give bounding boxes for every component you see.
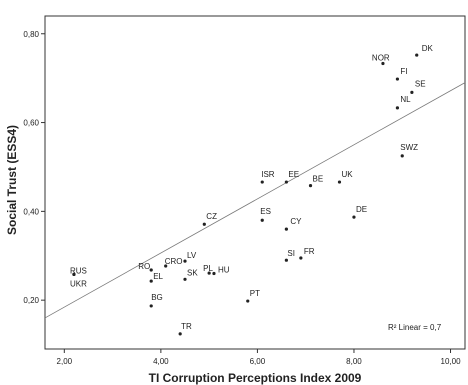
data-point (284, 258, 288, 262)
point-label: SI (287, 249, 295, 258)
r-squared-annotation: R² Linear = 0,7 (388, 323, 442, 332)
point-label: CRO (165, 257, 183, 266)
data-point (183, 259, 187, 263)
data-point (246, 299, 250, 303)
point-label: CY (290, 217, 302, 226)
point-label: NL (400, 95, 411, 104)
point-label: UK (341, 170, 353, 179)
point-label: SWZ (400, 143, 418, 152)
data-points: DK NOR FI SE NL SWZ ISR EE BE UK DE CZ ES CY SI FR RUS UK… (70, 44, 434, 336)
point-label: LV (187, 251, 197, 260)
point-label: PT (250, 289, 260, 298)
data-point (207, 271, 211, 275)
y-tick-label: 0,20 (23, 296, 39, 305)
y-tick-label: 0,60 (23, 119, 39, 128)
point-label: RUS (70, 266, 87, 275)
y-axis-title: Social Trust (ESS4) (5, 125, 19, 235)
data-point (202, 222, 206, 226)
data-point (308, 184, 313, 188)
data-point (260, 180, 264, 184)
x-tick-label: 4,00 (153, 357, 169, 366)
point-label: HU (218, 266, 230, 275)
point-label: BG (151, 293, 163, 302)
data-point (164, 264, 168, 268)
x-tick-label: 10,00 (441, 357, 462, 366)
point-label: CZ (206, 212, 217, 221)
point-label: BE (313, 175, 324, 184)
data-point (72, 272, 76, 277)
data-point (400, 154, 404, 158)
data-point (212, 271, 216, 276)
data-point (284, 227, 288, 231)
point-label: ES (260, 207, 271, 216)
data-point (178, 332, 182, 336)
data-point (395, 77, 400, 81)
point-label: RO (138, 262, 150, 271)
x-axis-title: TI Corruption Perceptions Index 2009 (149, 371, 362, 385)
x-tick-label: 6,00 (250, 357, 266, 366)
point-label: EL (153, 272, 163, 281)
point-label: UKR (70, 279, 87, 288)
point-label: DE (356, 205, 367, 214)
data-point (149, 268, 153, 272)
data-point (415, 53, 419, 57)
data-point (149, 304, 153, 308)
data-point (352, 215, 356, 219)
data-point (337, 180, 342, 184)
point-label: SE (415, 79, 426, 88)
data-point (183, 277, 187, 281)
point-label: ISR (261, 170, 275, 179)
y-tick-label: 0,40 (23, 207, 39, 216)
point-label: PL (203, 264, 213, 273)
data-point (299, 256, 303, 260)
x-axis-ticks: 2,00 4,00 6,00 8,00 10,00 (57, 349, 462, 366)
point-label: DK (422, 44, 434, 53)
y-tick-label: 0,80 (23, 30, 39, 39)
data-point (260, 218, 264, 222)
point-label: FI (400, 67, 407, 76)
point-label: EE (288, 170, 299, 179)
fit-line (44, 82, 466, 319)
x-tick-label: 2,00 (57, 357, 73, 366)
point-label: SK (187, 268, 198, 277)
point-label: NOR (372, 54, 390, 63)
x-tick-label: 8,00 (346, 357, 362, 366)
y-axis-ticks: 0,20 0,40 0,60 0,80 (23, 30, 45, 305)
data-point (284, 180, 288, 184)
data-point (381, 61, 385, 66)
data-point (395, 106, 400, 110)
data-point (410, 90, 414, 94)
data-point (149, 279, 153, 283)
plot-area (44, 15, 466, 350)
point-label: FR (304, 247, 315, 256)
point-label: TR (181, 322, 192, 331)
